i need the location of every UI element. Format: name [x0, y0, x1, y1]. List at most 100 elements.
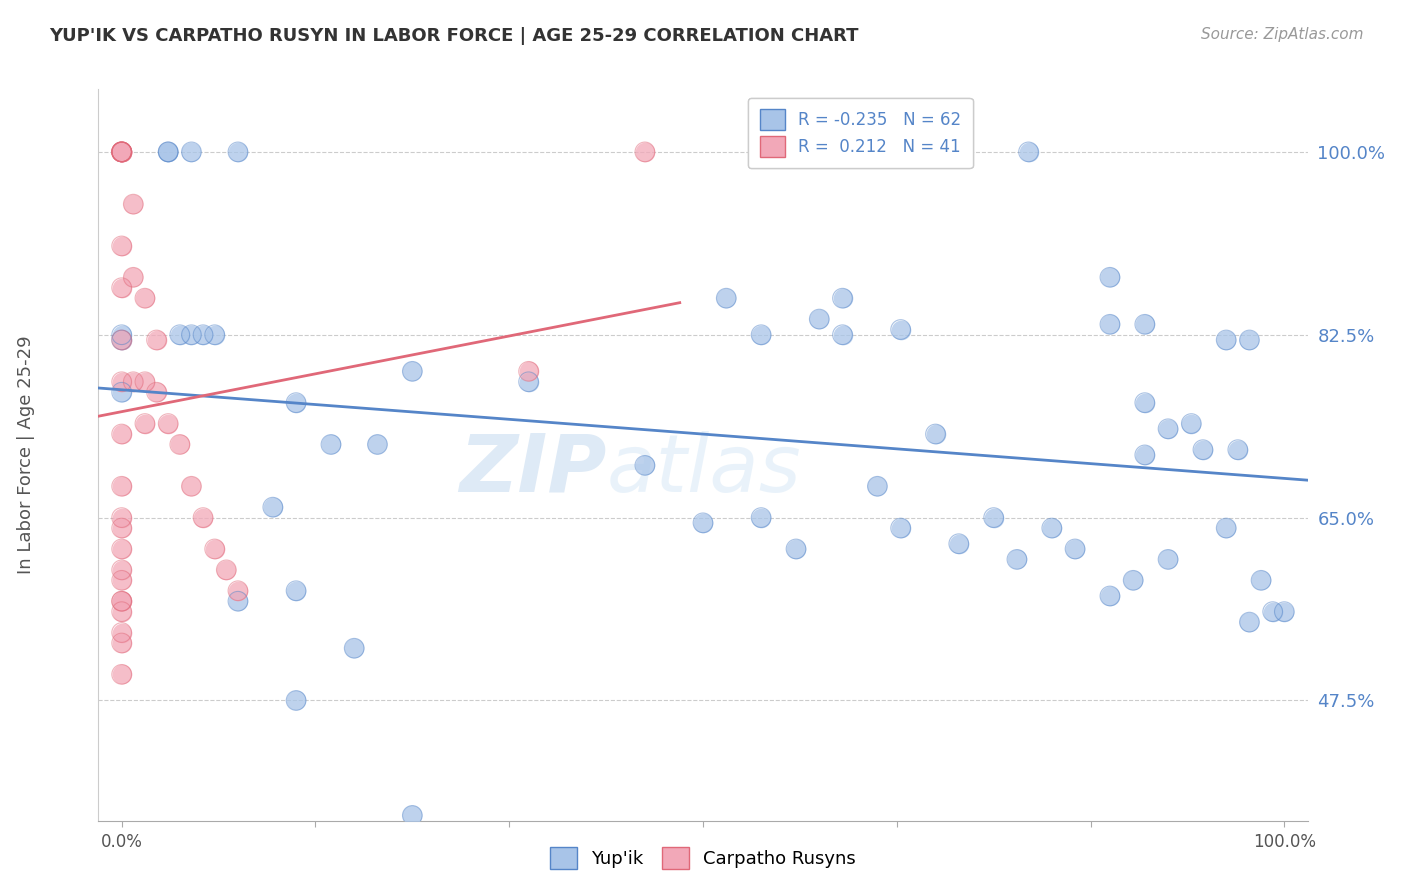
Point: [948, 145, 970, 159]
Point: [145, 333, 167, 347]
Point: [1122, 574, 1144, 588]
Point: [111, 239, 134, 253]
Point: [111, 521, 134, 535]
Point: [1250, 574, 1272, 588]
Point: [1098, 270, 1121, 285]
Point: [749, 510, 772, 524]
Point: [215, 563, 238, 577]
Point: [111, 145, 134, 159]
Point: [285, 583, 308, 598]
Point: [111, 375, 134, 389]
Point: [831, 291, 853, 305]
Point: [111, 541, 134, 556]
Point: [191, 327, 214, 342]
Point: [634, 458, 657, 473]
Point: [111, 479, 134, 493]
Point: [157, 145, 180, 159]
Point: [111, 145, 134, 159]
Point: [983, 510, 1005, 524]
Point: [226, 583, 249, 598]
Point: [1157, 422, 1180, 436]
Point: [401, 364, 423, 378]
Point: [285, 693, 308, 707]
Point: [1192, 442, 1215, 457]
Point: [890, 521, 912, 535]
Point: [1180, 417, 1202, 431]
Point: [1133, 318, 1156, 332]
Point: [1157, 552, 1180, 566]
Point: [575, 887, 598, 892]
Point: [866, 479, 889, 493]
Point: [226, 583, 249, 598]
Point: [191, 510, 214, 524]
Point: [1133, 448, 1156, 462]
Point: [111, 605, 134, 619]
Point: [1239, 615, 1261, 629]
Point: [749, 327, 772, 342]
Point: [111, 145, 134, 159]
Point: [401, 808, 423, 822]
Point: [111, 625, 134, 640]
Point: [134, 291, 156, 305]
Point: [948, 537, 970, 551]
Point: [226, 145, 249, 159]
Point: [1250, 574, 1272, 588]
Point: [749, 327, 772, 342]
Point: [1157, 552, 1180, 566]
Point: [808, 312, 831, 326]
Point: [122, 197, 145, 211]
Point: [716, 291, 738, 305]
Point: [180, 479, 202, 493]
Point: [785, 541, 807, 556]
Point: [111, 636, 134, 650]
Point: [575, 887, 598, 892]
Point: [890, 322, 912, 336]
Point: [1215, 333, 1237, 347]
Point: [692, 516, 714, 530]
Point: [157, 145, 180, 159]
Point: [111, 427, 134, 442]
Point: [831, 291, 853, 305]
Point: [111, 385, 134, 400]
Point: [1005, 552, 1028, 566]
Point: [111, 574, 134, 588]
Point: [401, 808, 423, 822]
Point: [111, 594, 134, 608]
Point: [226, 594, 249, 608]
Point: [180, 145, 202, 159]
Point: [180, 327, 202, 342]
Point: [401, 364, 423, 378]
Point: [145, 385, 167, 400]
Point: [808, 312, 831, 326]
Point: [111, 563, 134, 577]
Point: [1215, 333, 1237, 347]
Point: [111, 375, 134, 389]
Point: [1133, 395, 1156, 409]
Text: YUP'IK VS CARPATHO RUSYN IN LABOR FORCE | AGE 25-29 CORRELATION CHART: YUP'IK VS CARPATHO RUSYN IN LABOR FORCE …: [49, 27, 859, 45]
Point: [1064, 541, 1087, 556]
Point: [134, 375, 156, 389]
Point: [924, 427, 946, 442]
Point: [111, 594, 134, 608]
Point: [111, 333, 134, 347]
Point: [111, 521, 134, 535]
Point: [111, 594, 134, 608]
Point: [122, 270, 145, 285]
Point: [180, 479, 202, 493]
Text: 0.0%: 0.0%: [101, 833, 142, 851]
Point: [1064, 541, 1087, 556]
Point: [890, 521, 912, 535]
Point: [111, 145, 134, 159]
Point: [1272, 605, 1295, 619]
Point: [285, 583, 308, 598]
Point: [285, 693, 308, 707]
Point: [134, 417, 156, 431]
Point: [215, 563, 238, 577]
Point: [226, 145, 249, 159]
Point: [1239, 615, 1261, 629]
Point: [285, 395, 308, 409]
Point: [111, 145, 134, 159]
Point: [191, 327, 214, 342]
Point: [111, 574, 134, 588]
Point: [634, 458, 657, 473]
